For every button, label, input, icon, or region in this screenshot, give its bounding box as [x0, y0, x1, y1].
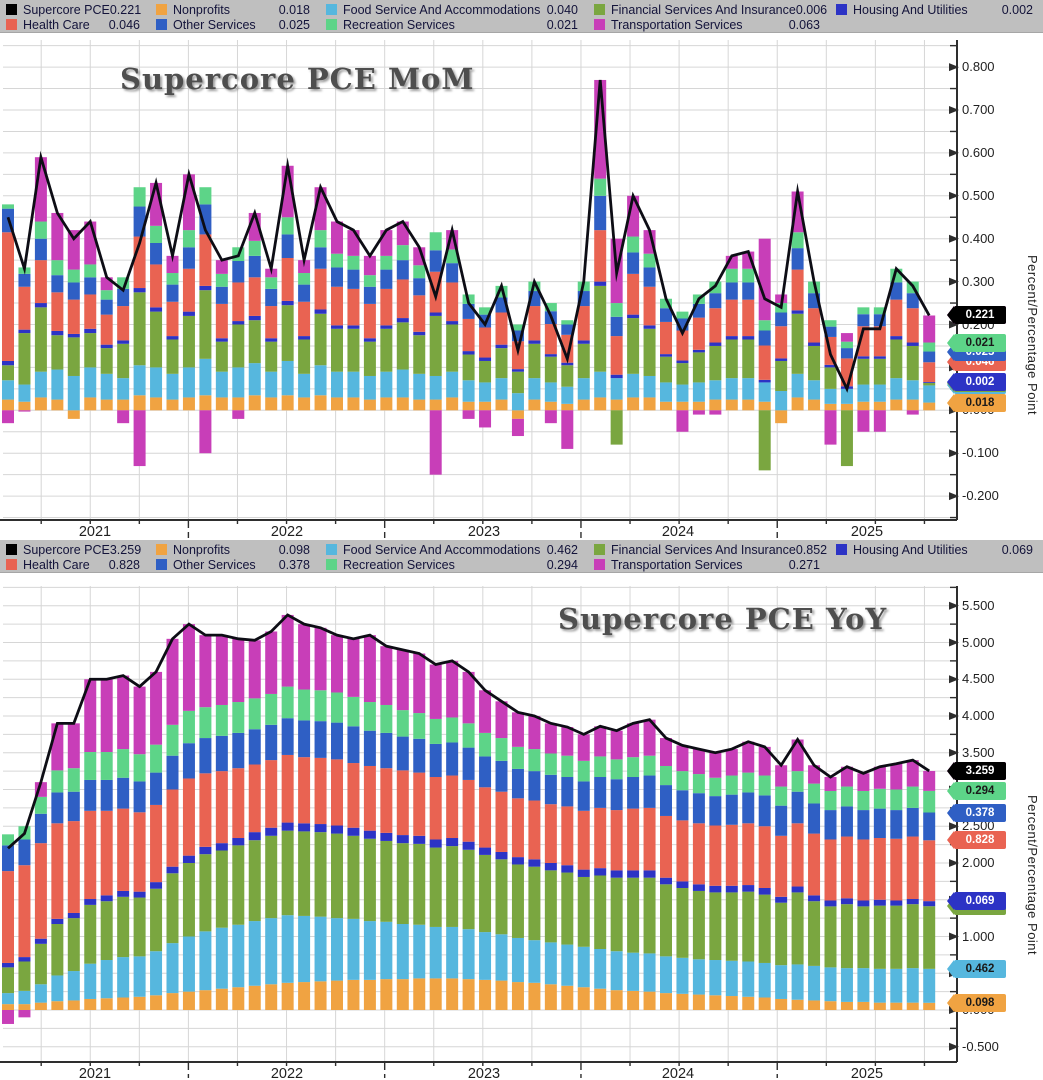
housing-value-tag: 0.002: [947, 372, 1006, 391]
y-tick-label: 0.700: [962, 102, 995, 117]
y-tick-label: 2.000: [962, 855, 995, 870]
y-tick-label: 3.500: [962, 744, 995, 760]
housing-value-tag: 0.069: [947, 892, 1006, 911]
supercore-value-tag: 3.259: [947, 761, 1006, 780]
x-year-label: 2023: [467, 524, 501, 540]
y-tick-label: 0.600: [962, 144, 995, 160]
y-tick-label: 2.500: [962, 818, 995, 834]
y-tick-label: -0.500: [962, 1038, 999, 1054]
x-year-label: 2024: [661, 1066, 695, 1080]
y-tick-label: -0.100: [962, 445, 999, 461]
recreation-value-tag: 0.294: [947, 781, 1006, 800]
mom-chart-title: Supercore PCE MoM: [120, 62, 475, 96]
supercore-value-tag: 0.221: [947, 306, 1006, 325]
y-tick-label: 0.500: [962, 187, 995, 203]
food-value-tag: 0.462: [947, 959, 1006, 978]
yoy-chart-title: Supercore PCE YoY: [558, 602, 888, 636]
y-tick-label: 4.000: [962, 708, 995, 723]
mom-chart-panel: Supercore PCE0.221Health Care0.046Nonpro…: [0, 0, 1043, 540]
x-year-label: 2022: [270, 1066, 304, 1080]
yoy-y-axis-title: Percent/Percentage Point: [1025, 794, 1040, 956]
mom-chart-canvas: [0, 0, 1043, 540]
x-year-label: 2021: [78, 1066, 112, 1080]
recreation-value-tag: 0.021: [947, 333, 1006, 352]
other-value-tag: 0.378: [947, 803, 1006, 822]
y-tick-label: 5.000: [962, 634, 995, 650]
y-tick-label: 1.000: [962, 928, 995, 944]
x-year-label: 2024: [661, 524, 695, 540]
y-tick-label: 4.500: [962, 671, 995, 687]
health-value-tag: 0.828: [947, 831, 1006, 850]
nonprofits-value-tag: 0.018: [947, 393, 1006, 412]
y-tick-label: 0.300: [962, 273, 995, 289]
x-year-label: 2021: [78, 524, 112, 540]
y-tick-label: 5.500: [962, 597, 995, 613]
mom-y-axis-title: Percent/Percentage Point: [1025, 254, 1040, 416]
x-year-label: 2022: [270, 524, 304, 540]
y-tick-label: 0.400: [962, 230, 995, 246]
x-year-label: 2025: [850, 1066, 884, 1080]
x-year-label: 2025: [850, 524, 884, 540]
nonprofits-value-tag: 0.098: [947, 993, 1006, 1012]
y-tick-label: 0.800: [962, 59, 995, 75]
y-tick-label: -0.200: [962, 488, 999, 504]
x-year-label: 2023: [467, 1066, 501, 1080]
yoy-chart-canvas: [0, 540, 1043, 1080]
yoy-chart-panel: Supercore PCE3.259Health Care0.828Nonpro…: [0, 540, 1043, 1080]
